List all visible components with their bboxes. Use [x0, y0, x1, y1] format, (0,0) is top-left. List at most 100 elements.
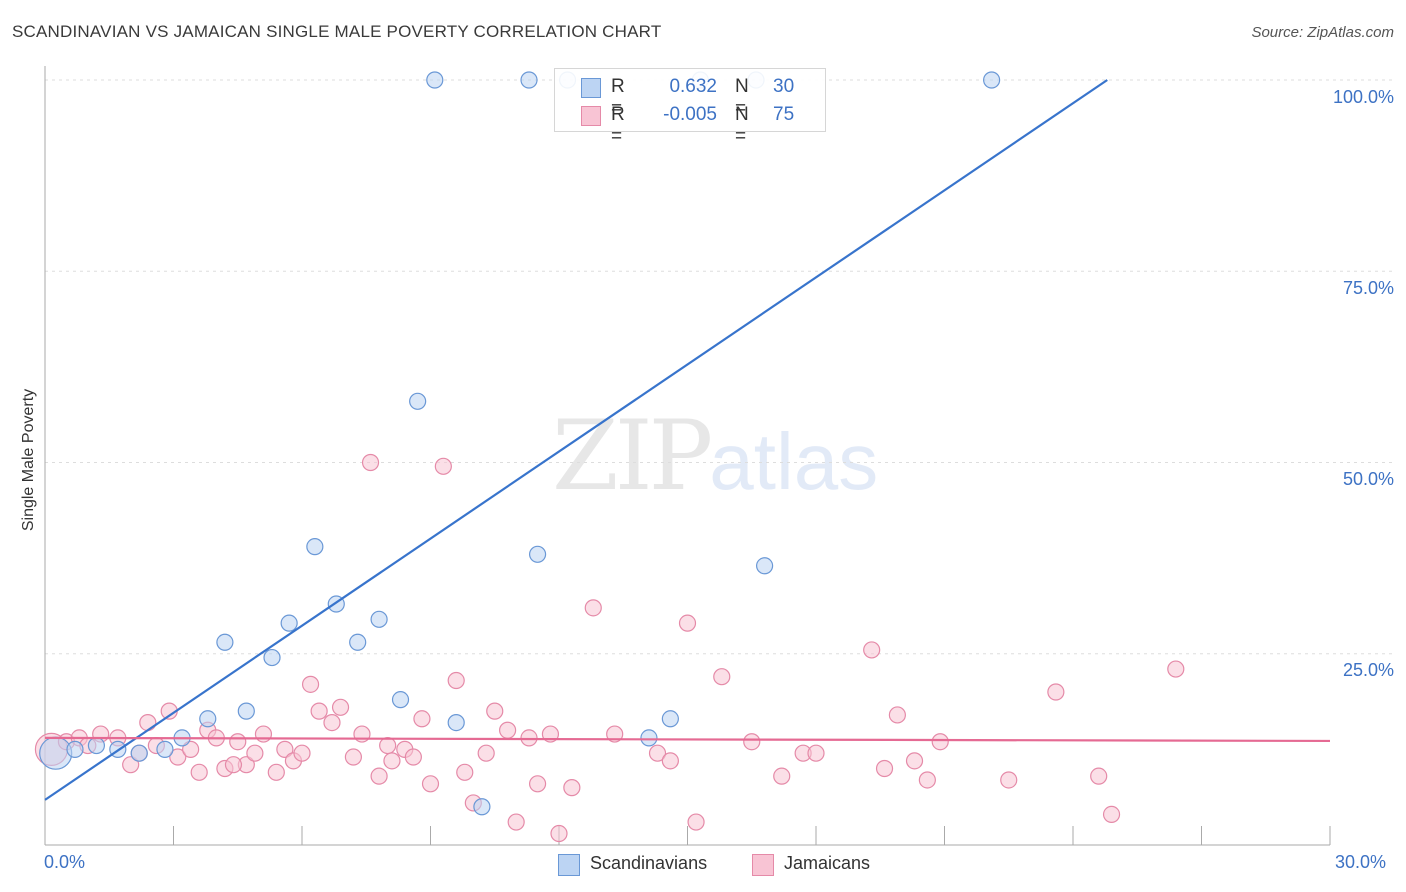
jamaicans-point [648, 744, 667, 762]
watermark: ZIPatlas [552, 400, 878, 512]
jamaicans-point [139, 713, 157, 732]
jamaicans-point [1102, 805, 1121, 824]
scandinavians-point [280, 614, 298, 632]
jamaicans-point [678, 614, 697, 632]
x-tick-label-min: 0.0% [44, 852, 86, 872]
jamaicans-point [507, 813, 525, 831]
jamaicans-point [875, 759, 894, 778]
jamaicans-point [421, 775, 440, 793]
jamaicans-point [383, 752, 401, 770]
jamaicans-point [563, 779, 581, 797]
r-label: R = [611, 76, 625, 119]
jamaicans-point [267, 763, 285, 781]
scandinavians-point [237, 702, 255, 720]
jamaicans-point [743, 733, 761, 751]
scandinavians-point [447, 713, 465, 732]
jamaicans-point [888, 706, 906, 724]
scandinavians-point [216, 633, 234, 651]
jamaicans-point [1167, 660, 1185, 678]
r-label: R = [611, 104, 625, 147]
y-axis-label-wrap: Single Male Poverty [16, 310, 42, 610]
chart-title: SCANDINAVIAN VS JAMAICAN SINGLE MALE POV… [12, 22, 662, 41]
jamaicans-point [520, 729, 538, 747]
r-value: -0.005 [663, 104, 717, 125]
scandinavians-point [983, 71, 1001, 89]
jamaicans-point [456, 763, 474, 781]
jamaicans-point [584, 599, 602, 617]
jamaicans-point [606, 725, 624, 743]
jamaicans-point [434, 457, 452, 475]
scandinavians-points [39, 71, 1001, 816]
jamaicans-point [122, 756, 140, 774]
scandinavians-trend-line [44, 79, 1108, 801]
watermark-zip: ZIP [552, 400, 713, 512]
jamaicans-point [1000, 771, 1018, 789]
x-tick-label-max: 30.0% [1335, 852, 1387, 872]
axes [44, 66, 1331, 846]
y-tick-label-100: 100.0% [1332, 87, 1394, 107]
scandinavians-point [391, 691, 410, 709]
grid-lines [45, 79, 1392, 655]
legend-label-jamaicans: Jamaicans [784, 853, 871, 873]
jamaicans-point [1090, 767, 1108, 785]
scandinavians-point [66, 740, 84, 758]
scandinavians-point [199, 710, 217, 728]
swatch-pink [581, 106, 601, 126]
y-tick-label-75: 75.0% [1342, 278, 1394, 298]
jamaicans-point [229, 733, 247, 751]
source-label: Source: ZipAtlas.com [1251, 24, 1394, 41]
jamaicans-point [687, 813, 705, 831]
swatch-blue [581, 78, 601, 98]
jamaicans-point [331, 698, 350, 716]
jamaicans-point [254, 725, 273, 743]
jamaicans-point [301, 675, 320, 693]
jamaicans-point [404, 748, 422, 766]
jamaicans-point [931, 733, 949, 751]
jamaicans-point [661, 752, 679, 770]
jamaicans-point [713, 668, 731, 686]
jamaicans-point [224, 756, 243, 774]
jamaicans-point [528, 775, 547, 793]
scandinavians-point [755, 557, 774, 575]
jamaicans-point [246, 744, 264, 762]
scandinavians-point [370, 610, 388, 628]
scandinavians-point [156, 740, 174, 758]
jamaicans-point [1047, 683, 1065, 701]
scandinavians-point [349, 633, 367, 651]
jamaicans-point [190, 763, 208, 781]
jamaicans-point [773, 767, 791, 785]
jamaicans-point [447, 671, 465, 690]
jamaicans-point [293, 744, 311, 762]
scandinavians-point [640, 729, 658, 747]
jamaicans-point [905, 752, 924, 770]
jamaicans-point [918, 771, 936, 789]
watermark-atlas: atlas [709, 417, 879, 506]
jamaicans-point [379, 736, 397, 755]
scandinavians-point [426, 71, 444, 89]
jamaicans-point [276, 740, 294, 758]
legend-swatch-blue [558, 854, 580, 876]
scandinavians-point [520, 71, 538, 89]
stats-legend: R = 0.632 N = 30 R = -0.005 N = 75 [554, 68, 826, 147]
trend-lines [44, 79, 1331, 801]
scandinavians-point [130, 744, 148, 762]
y-tick-label-25: 25.0% [1342, 660, 1394, 680]
y-tick-label-50: 50.0% [1342, 469, 1394, 489]
r-value: 0.632 [669, 76, 717, 97]
scandinavians-point [263, 648, 281, 667]
scandinavians-point [306, 538, 324, 556]
scandinavians-point [39, 736, 73, 770]
n-value: 30 [773, 76, 795, 97]
n-label: N = [735, 104, 749, 147]
jamaicans-point [413, 710, 431, 728]
scandinavians-point [409, 392, 427, 410]
jamaicans-point [344, 748, 362, 766]
jamaicans-point [486, 702, 504, 720]
jamaicans-point [361, 453, 380, 472]
jamaicans-point [550, 824, 568, 843]
jamaicans-point [182, 740, 200, 758]
jamaicans-point [169, 748, 187, 766]
jamaicans-point [499, 721, 517, 739]
legend-label-scandinavians: Scandinavians [590, 853, 708, 873]
